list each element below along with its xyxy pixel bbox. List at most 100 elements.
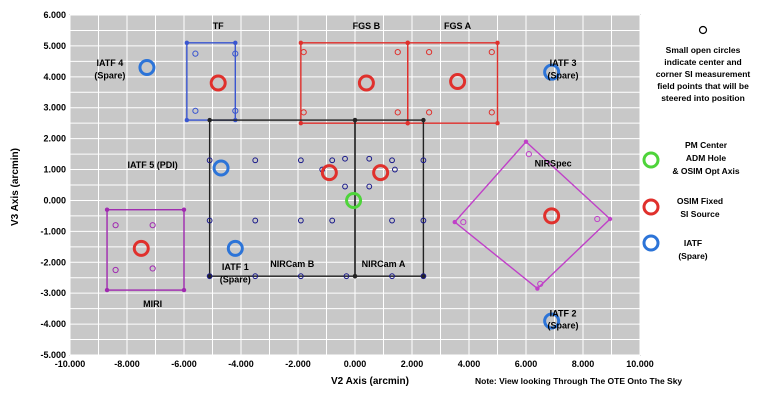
- legend-iatf-line: (Spare): [678, 251, 707, 261]
- instrument-label: (Spare): [94, 70, 125, 80]
- y-tick-label: 2.000: [43, 134, 66, 144]
- nircam-field-point: [389, 157, 395, 164]
- y-tick-label: -2.000: [40, 257, 66, 267]
- fgs-a-field-point: [488, 109, 495, 116]
- nircam-field-point: [252, 157, 259, 164]
- nirspec-corner-dot: [535, 286, 540, 291]
- iatf-marker: [212, 159, 230, 177]
- tf-corner-dot: [184, 40, 190, 46]
- iatf-marker: [226, 239, 244, 257]
- nircam-field-point: [420, 273, 427, 280]
- legend-pm-center-line: PM Center: [685, 140, 728, 150]
- legend-pm-center-line: & OSIM Opt Axis: [672, 166, 739, 176]
- x-tick-label: 8.000: [572, 359, 595, 369]
- legend-osim-line: OSIM Fixed: [677, 196, 723, 206]
- fgs-a-corner-dot: [405, 120, 410, 126]
- instrument-label: IATF 2: [550, 308, 577, 318]
- fgs-a-field-point: [488, 48, 495, 56]
- fgs-b-field-point: [300, 109, 307, 116]
- nircam-field-point: [297, 157, 304, 164]
- legend-open-circle-line: field points that will be: [657, 81, 749, 91]
- view-note: Note: View looking Through The OTE Onto …: [475, 376, 682, 386]
- x-axis-title: V2 Axis (arcmin): [331, 376, 409, 387]
- tf-corner-dot: [184, 117, 190, 123]
- y-tick-labels: 6.000 5.000 4.000 3.000 2.000 1.000 0.000 -1.00…: [40, 10, 66, 360]
- osim-source-marker: [132, 239, 150, 257]
- instrument-label: IATF 1: [222, 262, 249, 272]
- y-tick-label: -5.000: [40, 350, 66, 360]
- iatf-marker: [543, 63, 561, 81]
- miri-corner-dot: [104, 207, 110, 212]
- pm-center-marker: [345, 191, 363, 209]
- nircam-field-point: [297, 217, 304, 224]
- instrument-label: MIRI: [143, 299, 162, 309]
- nirspec-field-point: [525, 150, 532, 158]
- instrument-label: (Spare): [548, 321, 579, 331]
- nircam-field-point: [342, 155, 348, 162]
- miri-field-point: [112, 266, 119, 274]
- legend-green-circle-icon: [642, 151, 660, 169]
- y-tick-label: -3.000: [40, 288, 66, 298]
- legend-pm-center-line: ADM Hole: [686, 153, 726, 163]
- nircam-field-point: [420, 157, 427, 164]
- instrument-label: (Spare): [220, 274, 251, 284]
- nircam-field-point: [329, 157, 336, 164]
- nirspec-corner-dot: [607, 216, 613, 222]
- legend-blue-circle-icon: [642, 234, 660, 252]
- nircam-a-corner-dot: [421, 273, 426, 279]
- y-tick-label: 1.000: [43, 165, 66, 175]
- legend-red-circle-icon: [642, 198, 660, 216]
- instrument-label: NIRCam A: [362, 259, 406, 269]
- fgs-a-corner-dot: [495, 120, 500, 126]
- nircam-field-point: [389, 273, 395, 280]
- instrument-label: FGS B: [353, 21, 381, 31]
- legend-open-circle-line: indicate center and: [664, 57, 741, 67]
- tf-field-point: [232, 107, 239, 114]
- y-tick-label: 5.000: [43, 41, 66, 51]
- instrument-labels: TF FGS B FGS A IATF 4 (Spare) IATF 3 (Spare) IA…: [94, 21, 578, 331]
- x-tick-label: -8.000: [114, 359, 140, 369]
- nircam-b-corner-dot: [207, 117, 212, 123]
- iatf-marker: [543, 312, 561, 330]
- miri-field-point: [149, 265, 156, 272]
- miri-field-point: [149, 222, 156, 229]
- legend-osim-line: SI Source: [680, 209, 719, 219]
- fgs-a-outline: [407, 42, 499, 124]
- nircam-a-corner-dot: [352, 117, 358, 123]
- fgs-b-corner-dot: [298, 40, 304, 46]
- x-tick-label: 6.000: [515, 359, 538, 369]
- nircam-b-corner-dot: [207, 273, 212, 279]
- tf-field-point: [232, 50, 239, 57]
- field-points: [112, 48, 601, 330]
- nircam-field-point: [366, 183, 373, 190]
- legend: Small open circles indicate center and c…: [642, 25, 750, 261]
- fgs-b-field-point: [394, 48, 401, 56]
- tf-field-point: [192, 50, 199, 57]
- nircam-field-point: [392, 166, 398, 173]
- fgs-a-corner-dot: [495, 40, 500, 46]
- instrument-label: IATF 3: [550, 58, 577, 68]
- x-tick-label: 0.000: [344, 359, 367, 369]
- nirspec-field-point: [594, 215, 601, 223]
- miri-corner-dot: [181, 207, 187, 212]
- y-tick-label: 6.000: [43, 10, 66, 20]
- osim-source-marker: [209, 74, 227, 92]
- y-tick-label: -4.000: [40, 319, 66, 329]
- nircam-field-point: [252, 217, 259, 224]
- nircam-field-point: [342, 183, 348, 190]
- miri-corner-dot: [104, 287, 110, 293]
- iatf-marker: [138, 59, 156, 77]
- nircam-field-point: [297, 273, 304, 280]
- x-tick-label: -4.000: [228, 359, 254, 369]
- nircam-field-point: [206, 217, 213, 224]
- y-tick-label: 0.000: [43, 195, 66, 205]
- osim-source-marker: [543, 207, 561, 225]
- miri-field-point: [112, 222, 119, 229]
- nircam-field-point: [206, 157, 213, 164]
- nircam-field-point: [343, 273, 350, 280]
- y-tick-label: 4.000: [43, 72, 66, 82]
- instrument-outlines: [104, 40, 613, 293]
- instrument-label: NIRCam B: [270, 259, 315, 269]
- nircam-field-point: [389, 217, 395, 224]
- y-tick-label: 3.000: [43, 103, 66, 113]
